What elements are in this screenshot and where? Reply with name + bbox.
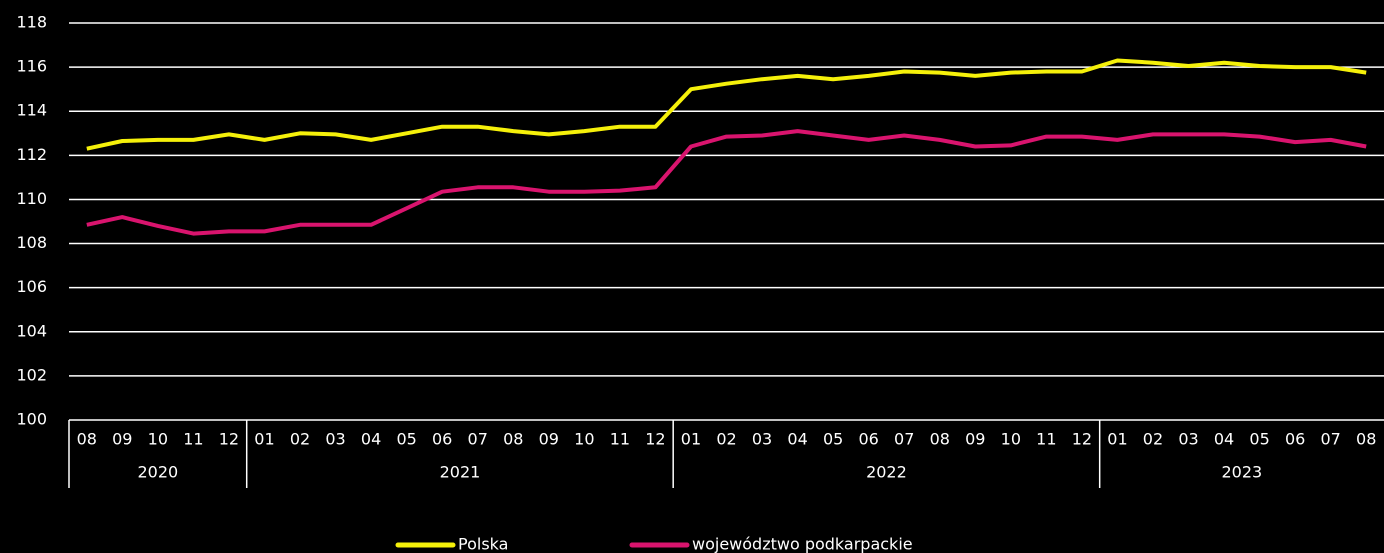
y-tick-label: 102 [16,365,47,384]
x-tick-label: 03 [325,430,345,449]
x-group-label: 2022 [866,463,907,482]
x-tick-label: 11 [183,430,203,449]
x-tick-label: 05 [396,430,416,449]
x-tick-label: 04 [1214,430,1234,449]
x-group-label: 2021 [440,463,481,482]
x-tick-label: 08 [77,430,97,449]
x-tick-label: 08 [930,430,950,449]
x-tick-label: 07 [1321,430,1341,449]
x-tick-label: 04 [361,430,381,449]
series-line [86,58,1367,151]
x-tick-label: 02 [1143,430,1163,449]
y-tick-label: 100 [16,410,47,429]
x-tick-label: 05 [1249,430,1269,449]
x-group-label: 2020 [137,463,178,482]
x-tick-label: 01 [1107,430,1127,449]
y-tick-label: 110 [16,189,47,208]
y-tick-label: 106 [16,277,47,296]
legend-label: województwo podkarpackie [692,535,913,553]
x-tick-label: 10 [574,430,594,449]
x-tick-label: 12 [645,430,665,449]
x-tick-label: 04 [787,430,807,449]
y-tick-label: 118 [16,13,47,32]
x-tick-label: 11 [1036,430,1056,449]
x-tick-label: 02 [290,430,310,449]
y-tick-label: 104 [16,321,47,340]
x-tick-label: 09 [965,430,985,449]
x-tick-label: 07 [468,430,488,449]
x-tick-label: 10 [148,430,168,449]
x-tick-label: 08 [1356,430,1376,449]
x-tick-label: 12 [1072,430,1092,449]
x-tick-label: 06 [858,430,878,449]
x-tick-label: 07 [894,430,914,449]
x-tick-label: 09 [539,430,559,449]
series-line [86,129,1367,236]
y-tick-label: 114 [16,101,47,120]
legend-label: Polska [458,535,508,553]
x-tick-label: 12 [219,430,239,449]
y-tick-label: 108 [16,233,47,252]
x-tick-label: 03 [1178,430,1198,449]
x-tick-label: 08 [503,430,523,449]
x-tick-label: 05 [823,430,843,449]
y-tick-label: 112 [16,145,47,164]
x-tick-label: 06 [1285,430,1305,449]
x-tick-label: 01 [254,430,274,449]
x-tick-label: 09 [112,430,132,449]
x-group-label: 2023 [1221,463,1262,482]
x-tick-label: 02 [716,430,736,449]
x-tick-label: 03 [752,430,772,449]
x-tick-label: 10 [1001,430,1021,449]
x-tick-label: 01 [681,430,701,449]
x-tick-label: 11 [610,430,630,449]
x-tick-label: 06 [432,430,452,449]
y-tick-label: 116 [16,57,47,76]
